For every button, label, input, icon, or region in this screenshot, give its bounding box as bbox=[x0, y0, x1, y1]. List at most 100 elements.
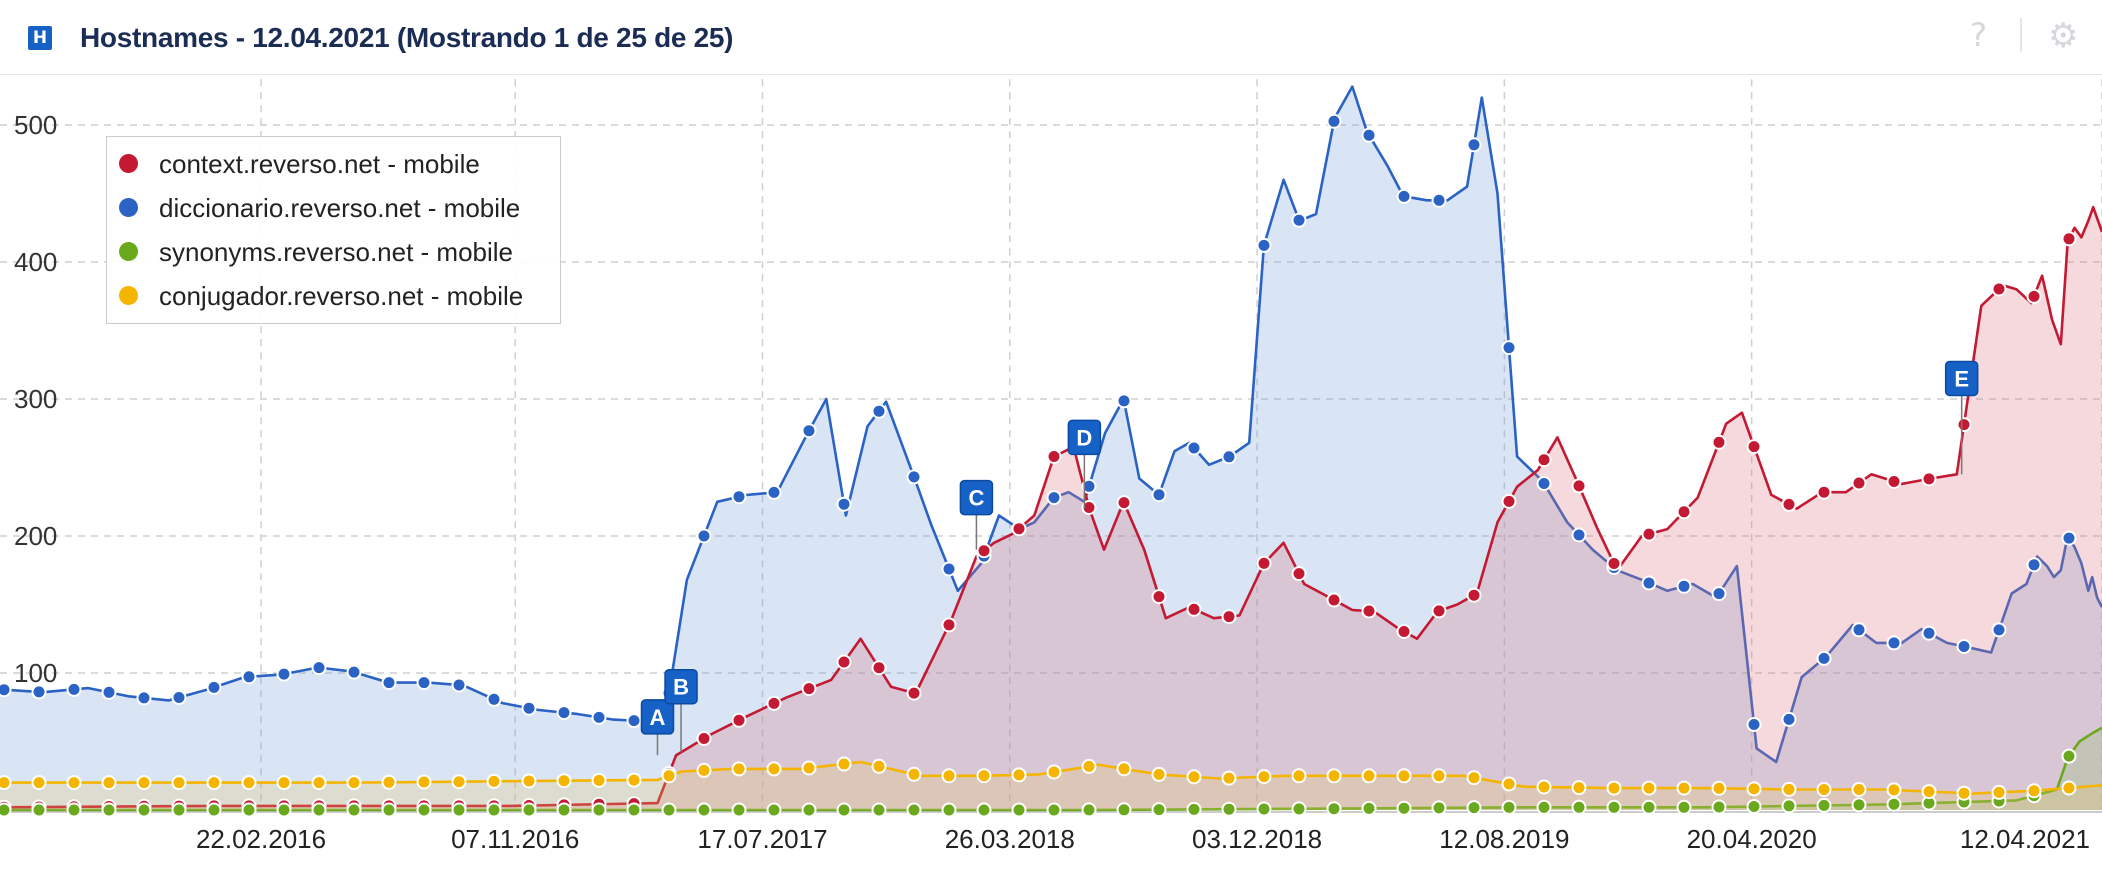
x-tick-label: 12.08.2019 bbox=[1439, 824, 1569, 854]
legend-label: diccionario.reverso.net - mobile bbox=[159, 193, 521, 223]
data-point bbox=[2026, 783, 2042, 799]
legend-item[interactable]: context.reverso.net - mobile bbox=[107, 145, 560, 181]
data-point bbox=[0, 682, 12, 698]
data-point bbox=[1536, 452, 1552, 468]
data-point bbox=[101, 775, 117, 791]
data-point bbox=[766, 484, 782, 500]
data-point bbox=[766, 761, 782, 777]
data-point bbox=[626, 772, 642, 788]
data-point bbox=[1221, 770, 1237, 786]
data-point bbox=[416, 774, 432, 790]
data-point bbox=[1956, 639, 1972, 654]
data-point bbox=[1711, 780, 1727, 796]
data-point bbox=[1746, 799, 1762, 814]
data-point bbox=[696, 528, 712, 544]
legend-item[interactable]: synonyms.reverso.net - mobile bbox=[107, 233, 560, 269]
y-tick-label-500: 500 bbox=[14, 110, 57, 140]
data-point bbox=[836, 654, 852, 670]
data-point bbox=[451, 677, 467, 693]
data-point bbox=[556, 802, 572, 818]
data-point bbox=[346, 775, 362, 791]
data-point bbox=[766, 802, 782, 818]
data-point bbox=[381, 802, 397, 818]
legend-dot bbox=[119, 198, 138, 217]
x-tick-label: 03.12.2018 bbox=[1192, 824, 1322, 854]
data-point bbox=[1151, 802, 1167, 818]
data-point bbox=[1781, 781, 1797, 797]
data-point bbox=[1431, 603, 1447, 619]
help-icon[interactable]: ? bbox=[1970, 16, 1987, 54]
legend-item[interactable]: diccionario.reverso.net - mobile bbox=[107, 189, 560, 225]
data-point bbox=[1676, 578, 1692, 594]
data-point bbox=[1116, 761, 1132, 777]
data-point bbox=[1571, 478, 1587, 494]
data-point bbox=[1011, 521, 1027, 537]
data-point bbox=[1046, 490, 1062, 506]
data-point bbox=[836, 756, 852, 772]
data-point bbox=[1711, 799, 1727, 815]
annotation-label: D bbox=[1076, 425, 1092, 450]
data-point bbox=[451, 802, 467, 818]
data-point bbox=[591, 709, 607, 725]
data-point bbox=[1816, 484, 1832, 500]
data-point bbox=[906, 766, 922, 782]
data-point bbox=[1186, 601, 1202, 617]
data-point bbox=[1921, 784, 1937, 800]
data-point bbox=[1256, 801, 1272, 817]
data-point bbox=[696, 762, 712, 778]
data-point bbox=[1886, 782, 1902, 798]
data-point bbox=[2026, 288, 2042, 304]
data-point bbox=[1361, 800, 1377, 816]
x-tick-label: 17.07.2017 bbox=[697, 824, 827, 854]
data-point bbox=[521, 700, 537, 716]
data-point bbox=[521, 773, 537, 789]
data-point bbox=[591, 772, 607, 788]
data-point bbox=[801, 760, 817, 776]
data-point bbox=[1396, 768, 1412, 784]
series-area-0 bbox=[0, 86, 2102, 811]
y-tick-label-400: 400 bbox=[14, 247, 57, 277]
legend-dot bbox=[119, 242, 138, 261]
data-point bbox=[731, 712, 747, 728]
data-point bbox=[2061, 231, 2077, 247]
annotation-flag bbox=[1067, 419, 1102, 456]
data-point bbox=[311, 660, 327, 676]
data-point bbox=[1641, 575, 1657, 591]
data-point bbox=[171, 775, 187, 791]
data-point bbox=[1746, 717, 1762, 732]
data-point bbox=[906, 802, 922, 818]
data-point bbox=[941, 802, 957, 818]
data-point bbox=[1186, 801, 1202, 817]
data-point bbox=[1501, 493, 1517, 509]
data-point bbox=[1011, 802, 1027, 818]
data-point bbox=[1886, 474, 1902, 489]
data-point bbox=[871, 758, 887, 774]
annotation-flag bbox=[664, 668, 698, 705]
data-point bbox=[1291, 801, 1307, 817]
data-point bbox=[206, 679, 222, 695]
data-point bbox=[1886, 796, 1902, 812]
data-point bbox=[486, 802, 502, 818]
data-point bbox=[1711, 434, 1727, 450]
data-point bbox=[1676, 504, 1692, 520]
data-point bbox=[1431, 192, 1447, 208]
gear-icon[interactable]: ⚙ bbox=[2048, 16, 2079, 56]
data-point bbox=[1291, 566, 1307, 582]
y-tick-label-100: 100 bbox=[14, 658, 57, 688]
data-point bbox=[1606, 799, 1622, 815]
legend-item[interactable]: conjugador.reverso.net - mobile bbox=[107, 277, 560, 313]
data-point bbox=[1326, 113, 1342, 129]
data-point bbox=[1991, 784, 2007, 800]
data-point bbox=[206, 802, 222, 818]
legend-label: conjugador.reverso.net - mobile bbox=[159, 281, 524, 311]
data-point bbox=[1466, 137, 1482, 153]
data-point bbox=[1991, 622, 2007, 638]
data-point bbox=[381, 675, 397, 691]
data-point bbox=[1676, 799, 1692, 815]
data-point bbox=[1396, 800, 1412, 816]
x-tick-label: 12.04.2021 bbox=[1960, 824, 2090, 854]
data-point bbox=[1046, 449, 1062, 464]
annotation-label: C bbox=[968, 486, 984, 511]
data-point bbox=[171, 802, 187, 818]
data-point bbox=[1501, 776, 1517, 792]
